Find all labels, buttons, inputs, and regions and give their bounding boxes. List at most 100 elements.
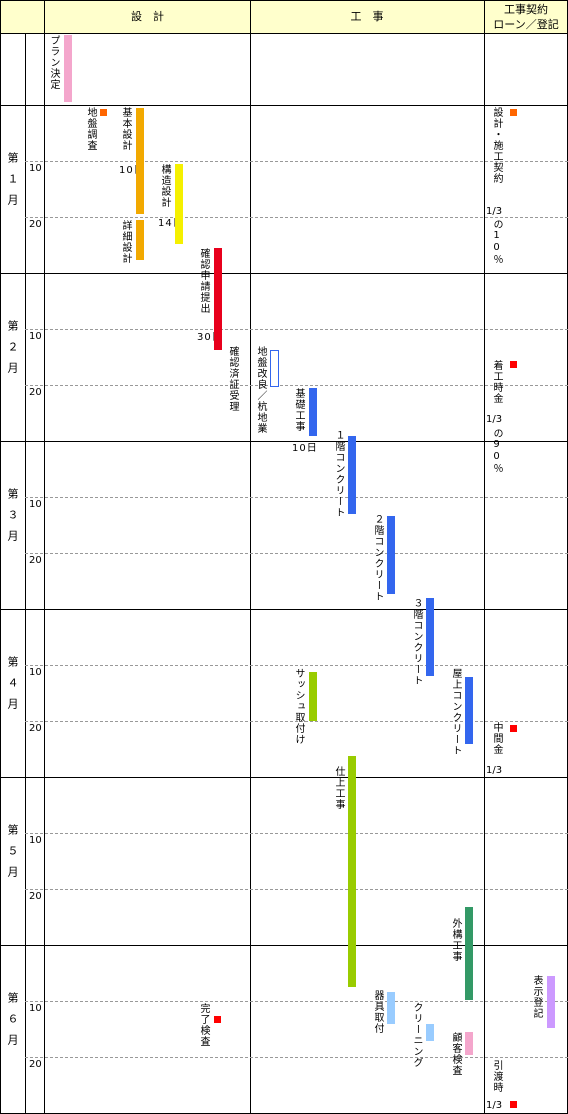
roof-concrete-label: 屋上コンクリート [450,668,461,756]
month-divider [0,609,568,610]
month-5-label: 第５月 [6,824,19,887]
concrete-3f-label: ３階コンクリート [411,598,422,686]
day-divider [25,553,568,554]
month-1-label: 第１月 [6,152,19,215]
plan-decision-label: プラン決定 [48,35,59,90]
column-divider [250,0,251,1114]
contract-label: 設計・施工契約 [491,107,502,184]
exterior-bar [465,907,473,1000]
foundation-bar [309,388,317,436]
day-label: 10 [29,835,42,846]
header-design: 設 計 [131,10,164,23]
plan-decision-bar [64,35,72,102]
day-divider [25,889,568,890]
concrete-2f-label: ２階コンクリート [372,514,383,602]
day-divider [25,833,568,834]
customer-inspection-bar [465,1032,473,1055]
header-loan-line1: 工事契約 [504,3,548,16]
display-registration-label: 表示登記 [531,975,542,1019]
completion-inspection-label: 完了検査 [198,1003,209,1047]
handover-label: 引渡時 [491,1060,502,1093]
column-divider [25,33,26,1114]
day-label: 10 [29,499,42,510]
ground-improvement-bar [270,350,279,387]
concrete-1f-bar [348,436,356,514]
header-row [0,0,568,33]
contract-mark [510,109,517,116]
day-label: 20 [29,555,42,566]
interim-label: 中間金 [491,722,502,755]
detailed-design-bar [136,220,144,260]
finishing-label: 仕上工事 [333,766,344,810]
basic-design-days: 10日 [119,165,145,176]
day-divider [25,497,568,498]
header-loan-line2: ローン／登記 [493,18,559,31]
contract-ratio: 1/3 [486,206,503,217]
concrete-2f-bar [387,516,395,594]
customer-inspection-label: 顧客検査 [450,1032,461,1076]
column-divider [484,0,485,1114]
month-3-label: 第３月 [6,488,19,551]
month-divider [0,105,568,106]
column-divider [44,0,45,1114]
header-construction: 工 事 [350,10,384,23]
day-label: 20 [29,723,42,734]
foundation-days: 10日 [292,443,318,454]
month-2-label: 第２月 [6,320,19,383]
contract-pct: の10％ [491,219,502,265]
cleaning-label: クリーニング [411,1002,422,1068]
day-divider [25,161,568,162]
month-divider [0,777,568,778]
start-payment-mark [510,361,517,368]
month-divider [0,273,568,274]
foundation-label: 基礎工事 [293,388,304,432]
handover-ratio: 1/3 [486,1100,503,1111]
day-divider [25,721,568,722]
month-divider [0,441,568,442]
confirmation-application-days: 30日 [197,332,223,343]
day-divider [25,385,568,386]
finishing-bar [348,756,356,987]
day-label: 20 [29,1059,42,1070]
column-divider [0,0,1,1114]
day-label: 10 [29,667,42,678]
day-label: 20 [29,891,42,902]
day-label: 10 [29,163,42,174]
day-label: 10 [29,1003,42,1014]
basic-design-label: 基本設計 [120,107,131,151]
day-label: 10 [29,331,42,342]
confirmation-application-label: 確認申請提出 [198,248,209,314]
day-divider [25,1001,568,1002]
month-divider [0,945,568,946]
header-divider [0,33,568,34]
day-divider [25,329,568,330]
ground-survey-label: 地盤調査 [85,107,96,151]
basic-design-bar [136,108,144,214]
fixtures-bar [387,992,395,1024]
fixtures-label: 器具取付 [372,990,383,1034]
month-6-label: 第６月 [6,992,19,1055]
interim-mark [510,725,517,732]
confirmation-received-label: 確認済証受理 [227,346,238,412]
roof-concrete-bar [465,677,473,744]
ground-survey-mark [100,109,107,116]
confirmation-application-bar [214,248,222,350]
border-top [0,0,568,1]
structural-design-label: 構造設計 [159,164,170,208]
handover-mark [510,1101,517,1108]
structural-design-bar [175,164,183,244]
exterior-label: 外構工事 [450,918,461,962]
day-divider [25,1057,568,1058]
interim-ratio: 1/3 [486,765,503,776]
start-ratio: 1/3 [486,414,503,425]
month-4-label: 第４月 [6,656,19,719]
day-label: 20 [29,219,42,230]
structural-design-days: 14日 [158,218,184,229]
sash-label: サッシュ取付け [293,668,304,745]
start-pct: の90％ [491,428,502,474]
concrete-3f-bar [426,598,434,676]
detailed-design-label: 詳細設計 [120,220,131,264]
completion-inspection-mark [214,1016,221,1023]
display-registration-bar [547,976,555,1028]
